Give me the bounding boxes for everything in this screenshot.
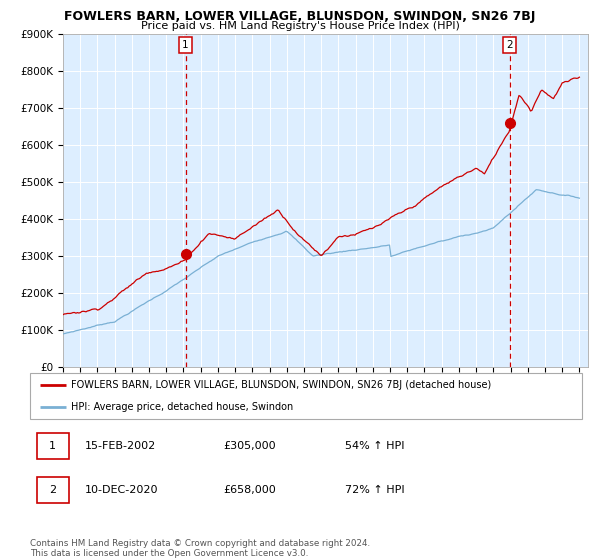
Text: Contains HM Land Registry data © Crown copyright and database right 2024.
This d: Contains HM Land Registry data © Crown c… (30, 539, 370, 558)
Text: 10-DEC-2020: 10-DEC-2020 (85, 485, 158, 495)
Text: 1: 1 (182, 40, 189, 50)
Text: £658,000: £658,000 (223, 485, 276, 495)
Text: FOWLERS BARN, LOWER VILLAGE, BLUNSDON, SWINDON, SN26 7BJ (detached house): FOWLERS BARN, LOWER VILLAGE, BLUNSDON, S… (71, 380, 491, 390)
Text: 1: 1 (49, 441, 56, 451)
Text: 2: 2 (506, 40, 513, 50)
Text: 54% ↑ HPI: 54% ↑ HPI (344, 441, 404, 451)
Text: Price paid vs. HM Land Registry's House Price Index (HPI): Price paid vs. HM Land Registry's House … (140, 21, 460, 31)
Text: FOWLERS BARN, LOWER VILLAGE, BLUNSDON, SWINDON, SN26 7BJ: FOWLERS BARN, LOWER VILLAGE, BLUNSDON, S… (64, 10, 536, 22)
Text: £305,000: £305,000 (223, 441, 276, 451)
Bar (37, 477, 68, 503)
Text: 2: 2 (49, 485, 56, 495)
Text: HPI: Average price, detached house, Swindon: HPI: Average price, detached house, Swin… (71, 402, 293, 412)
Text: 15-FEB-2002: 15-FEB-2002 (85, 441, 157, 451)
Bar (37, 433, 68, 459)
Text: 72% ↑ HPI: 72% ↑ HPI (344, 485, 404, 495)
